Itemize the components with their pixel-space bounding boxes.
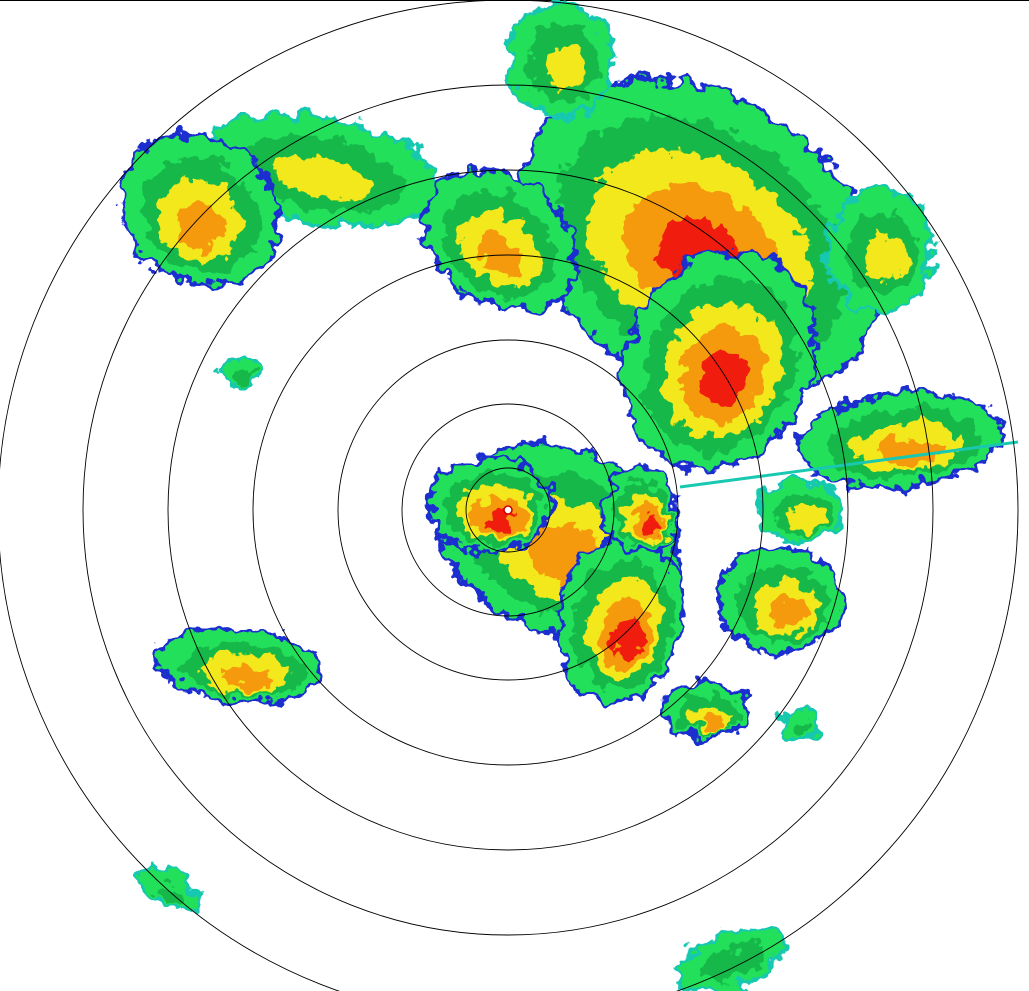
range-ring	[465, 467, 551, 553]
echo-cell	[139, 866, 201, 914]
echo-intensity-band	[865, 233, 907, 283]
range-ring	[82, 84, 934, 936]
echo-cell	[796, 390, 1004, 490]
echo-cell	[778, 707, 822, 743]
echo-intensity-band	[613, 617, 645, 659]
echo-cell	[555, 536, 685, 704]
echo-cell	[661, 681, 749, 739]
echo-cell	[218, 356, 262, 388]
range-ring	[337, 339, 679, 681]
echo-cell	[826, 186, 934, 314]
echo-intensity-band	[222, 666, 274, 690]
echo-cell	[423, 167, 577, 313]
echo-intensity-band	[703, 945, 765, 981]
echo-intensity-band	[792, 720, 814, 738]
echo-cell	[756, 476, 844, 544]
precipitation-echoes	[119, 1, 1004, 991]
echo-intensity-band	[699, 351, 749, 408]
echo-intensity-band	[701, 714, 727, 730]
radial-spike	[679, 440, 1019, 489]
echo-cell	[716, 546, 844, 654]
echo-cell	[673, 926, 787, 991]
echo-cell	[156, 625, 324, 705]
radar-site-dot	[503, 505, 513, 515]
echo-intensity-band	[275, 156, 374, 201]
echo-cell	[622, 249, 818, 471]
echo-cell	[506, 1, 614, 119]
echo-intensity-band	[174, 201, 224, 249]
echo-intensity-band	[486, 509, 518, 533]
range-ring	[167, 169, 849, 851]
echo-intensity-band	[789, 505, 823, 531]
echo-cell	[601, 466, 679, 554]
echo-intensity-band	[545, 45, 587, 91]
echo-cell	[119, 131, 281, 289]
range-ring	[401, 403, 615, 617]
echo-intensity-band	[232, 369, 254, 383]
echo-intensity-band	[154, 883, 187, 907]
echo-cell	[426, 456, 554, 554]
echo-intensity-band	[642, 515, 662, 537]
echo-intensity-band	[769, 596, 809, 628]
range-ring	[252, 254, 764, 766]
